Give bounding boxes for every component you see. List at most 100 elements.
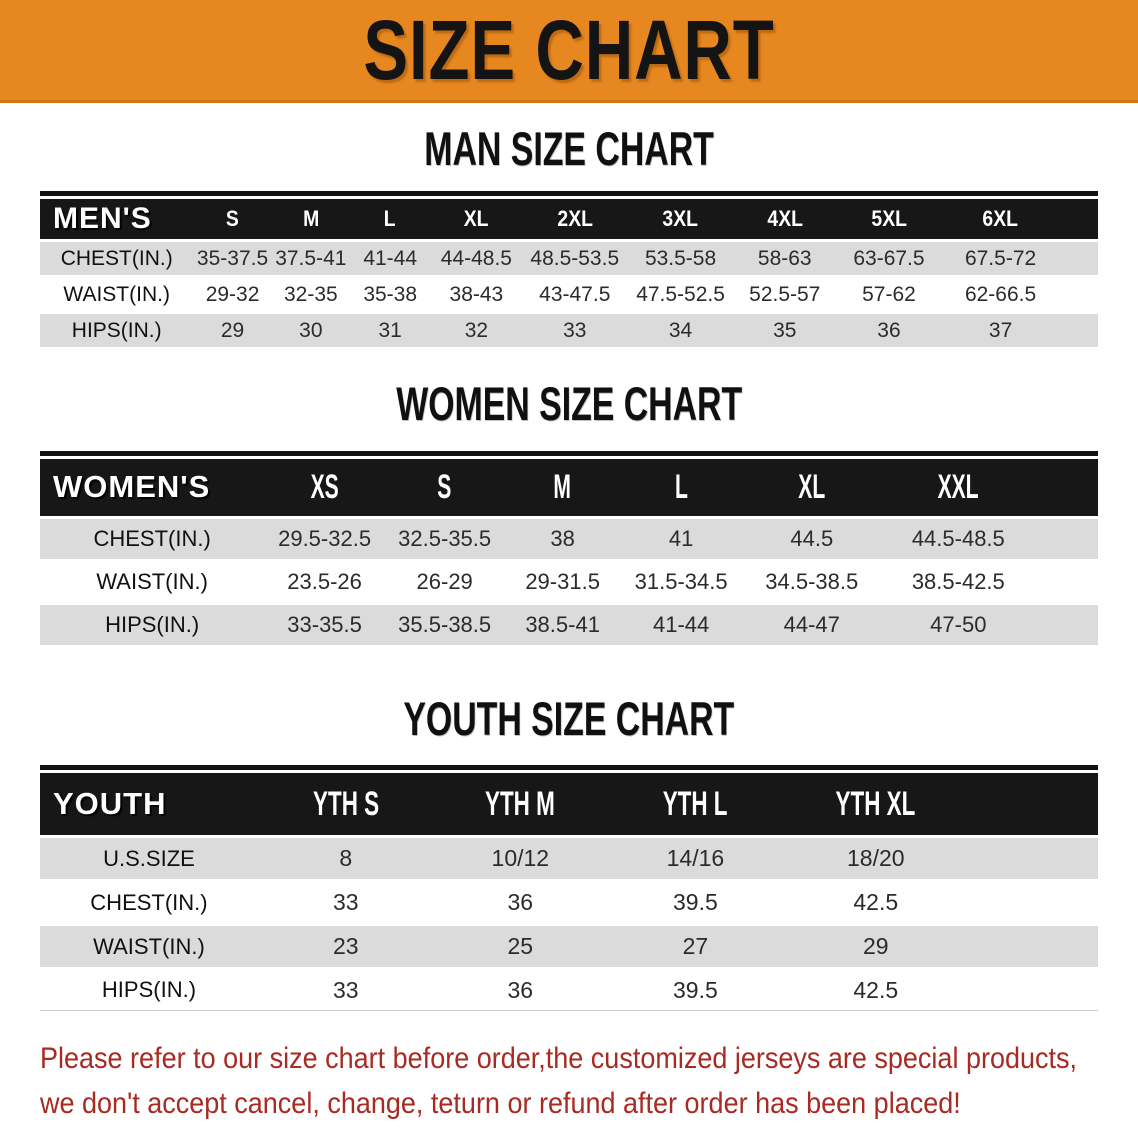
youth-section-heading: YOUTH SIZE CHART <box>403 691 735 745</box>
table-header-row: WOMEN'S XS S M L XL XXL <box>40 458 1098 516</box>
size-column-header: YTH L <box>607 773 784 836</box>
table-row: WAIST(IN.) 23 25 27 29 <box>40 926 1098 968</box>
youth-size-table-wrap: YOUTH YTH S YTH M YTH L YTH XL U.S.SIZE 8 10/12… <box>40 765 1098 1014</box>
size-column-header: M <box>271 199 350 240</box>
table-header-row: MEN'S S M L XL 2XL 3XL 4XL 5XL 6XL <box>40 199 1098 240</box>
women-size-section: WOMEN SIZE CHART WOMEN'S XS S M L XL XXL CHEST(… <box>0 379 1138 647</box>
size-value-cell: 44-48.5 <box>430 242 523 276</box>
size-value-cell: 37.5-41 <box>271 242 350 276</box>
size-value-cell: 34 <box>627 314 734 348</box>
women-section-heading: WOMEN SIZE CHART <box>396 377 742 431</box>
size-value-cell: 58-63 <box>733 242 836 276</box>
measure-row-label: WAIST(IN.) <box>40 926 258 968</box>
size-value-cell: 10/12 <box>433 838 608 880</box>
size-value-cell: 67.5-72 <box>942 242 1059 276</box>
size-value-cell: 44.5-48.5 <box>882 518 1035 559</box>
size-value-cell: 32.5-35.5 <box>384 518 505 559</box>
size-column-header: XXL <box>882 458 1035 516</box>
row-filler-cell <box>1034 518 1098 559</box>
order-policy-note: Please refer to our size chart before or… <box>40 1036 1138 1126</box>
size-value-cell: 35 <box>733 314 836 348</box>
table-header-row: YOUTH YTH S YTH M YTH L YTH XL <box>40 773 1098 836</box>
size-value-cell: 29-32 <box>193 278 272 312</box>
header-filler-cell <box>1058 199 1098 240</box>
table-row: WAIST(IN.) 23.5-26 26-29 29-31.5 31.5-34.5 34… <box>40 561 1098 602</box>
size-column-header: YTH XL <box>783 773 968 836</box>
size-value-cell: 33-35.5 <box>264 604 385 645</box>
order-policy-note-line2: we don't accept cancel, change, teturn o… <box>40 1087 961 1121</box>
size-value-cell: 37 <box>942 314 1059 348</box>
size-value-cell: 26-29 <box>384 561 505 602</box>
table-row: WAIST(IN.) 29-32 32-35 35-38 38-43 43-47.5 47.… <box>40 278 1098 312</box>
size-value-cell: 31.5-34.5 <box>620 561 742 602</box>
size-column-header: 3XL <box>627 199 734 240</box>
men-section-heading: MAN SIZE CHART <box>424 122 714 175</box>
size-column-header: 2XL <box>522 199 628 240</box>
size-column-header: M <box>504 458 621 516</box>
size-value-cell: 30 <box>271 314 350 348</box>
size-column-header: XL <box>741 458 883 516</box>
size-value-cell: 39.5 <box>607 882 784 924</box>
size-column-header: S <box>193 199 272 240</box>
table-corner-label: YOUTH <box>40 773 258 836</box>
row-filler-cell <box>967 970 1098 1012</box>
table-row: CHEST(IN.) 35-37.5 37.5-41 41-44 44-48.5 48.5… <box>40 242 1098 276</box>
size-value-cell: 41-44 <box>620 604 742 645</box>
size-column-header: XL <box>430 199 523 240</box>
size-value-cell: 39.5 <box>607 970 784 1012</box>
size-value-cell: 44-47 <box>741 604 883 645</box>
size-value-cell: 47.5-52.5 <box>627 278 734 312</box>
table-row: HIPS(IN.) 33 36 39.5 42.5 <box>40 970 1098 1012</box>
size-value-cell: 36 <box>433 970 608 1012</box>
size-value-cell: 42.5 <box>783 970 968 1012</box>
measure-row-label: CHEST(IN.) <box>40 242 194 276</box>
measure-row-label: HIPS(IN.) <box>40 314 194 348</box>
size-value-cell: 36 <box>835 314 943 348</box>
row-filler-cell <box>967 838 1098 880</box>
size-column-header: 5XL <box>835 199 943 240</box>
table-row: CHEST(IN.) 33 36 39.5 42.5 <box>40 882 1098 924</box>
size-value-cell: 29-31.5 <box>504 561 621 602</box>
size-column-header: 4XL <box>733 199 836 240</box>
men-size-table: MEN'S S M L XL 2XL 3XL 4XL 5XL 6XL CHEST(IN.) 35-37… <box>40 196 1098 350</box>
women-size-table: WOMEN'S XS S M L XL XXL CHEST(IN.) 29.5-32.5 32.5… <box>40 456 1098 648</box>
measure-row-label: CHEST(IN.) <box>40 882 258 924</box>
size-value-cell: 8 <box>257 838 434 880</box>
size-value-cell: 29.5-32.5 <box>264 518 385 559</box>
size-value-cell: 44.5 <box>741 518 883 559</box>
size-value-cell: 63-67.5 <box>835 242 943 276</box>
size-value-cell: 32-35 <box>271 278 350 312</box>
size-value-cell: 41 <box>620 518 742 559</box>
measure-row-label: U.S.SIZE <box>40 838 258 880</box>
banner-title: SIZE CHART <box>363 2 775 97</box>
size-column-header: YTH M <box>433 773 608 836</box>
header-filler-cell <box>1034 458 1098 516</box>
measure-row-label: WAIST(IN.) <box>40 278 194 312</box>
row-filler-cell <box>1058 314 1098 348</box>
row-filler-cell <box>1034 604 1098 645</box>
men-size-section: MAN SIZE CHART MEN'S S M L XL 2XL 3XL 4XL 5XL 6XL… <box>0 124 1138 350</box>
size-value-cell: 23 <box>257 926 434 968</box>
table-corner-label: MEN'S <box>40 199 194 240</box>
table-row: HIPS(IN.) 29 30 31 32 33 34 35 36 37 <box>40 314 1098 348</box>
size-value-cell: 34.5-38.5 <box>741 561 883 602</box>
table-row: U.S.SIZE 8 10/12 14/16 18/20 <box>40 838 1098 880</box>
size-value-cell: 38-43 <box>430 278 523 312</box>
row-filler-cell <box>967 882 1098 924</box>
measure-row-label: HIPS(IN.) <box>40 970 258 1012</box>
size-value-cell: 33 <box>257 882 434 924</box>
row-filler-cell <box>1034 561 1098 602</box>
size-value-cell: 38.5-42.5 <box>882 561 1035 602</box>
size-value-cell: 35-37.5 <box>193 242 272 276</box>
row-filler-cell <box>967 926 1098 968</box>
size-column-header: L <box>620 458 742 516</box>
size-value-cell: 32 <box>430 314 523 348</box>
size-value-cell: 18/20 <box>783 838 968 880</box>
size-value-cell: 38.5-41 <box>504 604 621 645</box>
size-value-cell: 38 <box>504 518 621 559</box>
size-value-cell: 43-47.5 <box>522 278 628 312</box>
size-column-header: YTH S <box>257 773 434 836</box>
size-column-header: S <box>384 458 505 516</box>
size-value-cell: 47-50 <box>882 604 1035 645</box>
size-chart-banner: SIZE CHART <box>0 0 1138 103</box>
